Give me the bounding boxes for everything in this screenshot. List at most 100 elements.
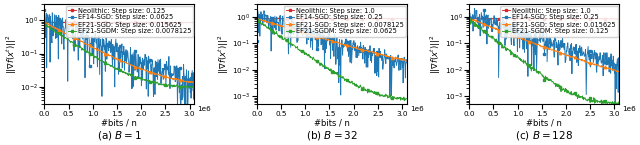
EF21-SGD: Step size: 0.0078125: (1.55e+04, 0.897): Step size: 0.0078125: (1.55e+04, 0.897) (253, 17, 261, 19)
EF21-SGDM: Step size: 0.125: (2.26e+06, 0.00114): Step size: 0.125: (2.26e+06, 0.00114) (575, 94, 582, 96)
EF14-SGD: Step size: 0.0625: (2.24e+06, 0.0442): Step size: 0.0625: (2.24e+06, 0.0442) (149, 65, 157, 66)
Neolithic: Step size: 1.0: (2.26e+06, 0.842): Step size: 1.0: (2.26e+06, 0.842) (575, 18, 582, 20)
Legend: Neolithic: Step size: 0.125, EF14-SGD: Step size: 0.0625, EF21-SGD: Step size: 0: Neolithic: Step size: 0.125, EF14-SGD: S… (66, 6, 193, 37)
Line: EF21-SGDM: Step size: 0.0625: EF21-SGDM: Step size: 0.0625 (255, 18, 408, 102)
EF14-SGD: Step size: 0.25: (3.1e+06, 0.0128): Step size: 0.25: (3.1e+06, 0.0128) (616, 66, 623, 68)
Neolithic: Step size: 0.125: (0, 0.834): Step size: 0.125: (0, 0.834) (40, 22, 48, 24)
Legend: Neolithic: Step size: 1.0, EF14-SGD: Step size: 0.25, EF21-SGD: Step size: 0.015: Neolithic: Step size: 1.0, EF14-SGD: Ste… (500, 6, 618, 37)
EF21-SGD: Step size: 0.015625: (2.25e+06, 0.0253): Step size: 0.015625: (2.25e+06, 0.0253) (574, 58, 582, 60)
EF14-SGD: Step size: 0.25: (1.02e+06, 0.167): Step size: 0.25: (1.02e+06, 0.167) (515, 37, 522, 38)
EF14-SGD: Step size: 0.25: (2.26e+06, 0.0127): Step size: 0.25: (2.26e+06, 0.0127) (362, 66, 370, 68)
EF21-SGD: Step size: 0.015625: (2.24e+06, 0.0268): Step size: 0.015625: (2.24e+06, 0.0268) (149, 72, 157, 74)
Text: 1e6: 1e6 (410, 106, 424, 112)
Text: 1e6: 1e6 (197, 106, 211, 112)
X-axis label: #bits / n: #bits / n (102, 118, 138, 127)
EF14-SGD: Step size: 0.25: (1.48e+05, 1.71): Step size: 0.25: (1.48e+05, 1.71) (260, 10, 268, 11)
Neolithic: Step size: 1.0: (1.24e+06, 0.859): Step size: 1.0: (1.24e+06, 0.859) (525, 18, 533, 19)
EF21-SGDM: Step size: 0.0625: (3.81e+05, 0.25): Step size: 0.0625: (3.81e+05, 0.25) (271, 32, 279, 34)
EF21-SGDM: Step size: 0.0078125: (1.01e+06, 0.0891): Step size: 0.0078125: (1.01e+06, 0.0891) (90, 54, 97, 56)
EF21-SGDM: Step size: 0.0078125: (2.24e+06, 0.0133): Step size: 0.0078125: (2.24e+06, 0.0133) (149, 82, 157, 84)
EF21-SGDM: Step size: 0.0078125: (2.95e+06, 0.0085): Step size: 0.0078125: (2.95e+06, 0.0085) (184, 88, 191, 90)
Line: EF14-SGD: Step size: 0.25: EF14-SGD: Step size: 0.25 (468, 7, 621, 104)
EF14-SGD: Step size: 0.25: (2.75e+06, 0.000921): Step size: 0.25: (2.75e+06, 0.000921) (386, 96, 394, 98)
EF14-SGD: Step size: 0.25: (3.81e+05, 1.05): Step size: 0.25: (3.81e+05, 1.05) (484, 15, 492, 17)
EF21-SGDM: Step size: 0.125: (3.88e+04, 0.818): Step size: 0.125: (3.88e+04, 0.818) (467, 18, 475, 20)
Title: (a) $B = 1$: (a) $B = 1$ (97, 129, 142, 142)
EF14-SGD: Step size: 0.0625: (1.01e+06, 0.284): Step size: 0.0625: (1.01e+06, 0.284) (90, 38, 97, 39)
EF21-SGDM: Step size: 0.125: (0, 0.765): Step size: 0.125: (0, 0.765) (465, 19, 473, 21)
X-axis label: #bits / n: #bits / n (314, 118, 350, 127)
Line: Neolithic: Step size: 1.0: Neolithic: Step size: 1.0 (468, 17, 621, 20)
EF21-SGD: Step size: 0.0078125: (1.02e+06, 0.241): Step size: 0.0078125: (1.02e+06, 0.241) (302, 32, 310, 34)
EF14-SGD: Step size: 0.0625: (2.25e+06, 0.0052): Step size: 0.0625: (2.25e+06, 0.0052) (150, 96, 157, 97)
Neolithic: Step size: 0.125: (1.23e+06, 0.871): Step size: 0.125: (1.23e+06, 0.871) (100, 21, 108, 23)
EF21-SGD: Step size: 0.0078125: (1.96e+06, 0.0738): Step size: 0.0078125: (1.96e+06, 0.0738) (348, 46, 355, 48)
EF21-SGDM: Step size: 0.125: (1.96e+06, 0.00191): Step size: 0.125: (1.96e+06, 0.00191) (560, 88, 568, 90)
EF14-SGD: Step size: 0.0625: (3.1e+06, 0.0174): Step size: 0.0625: (3.1e+06, 0.0174) (191, 78, 198, 80)
EF21-SGDM: Step size: 0.0078125: (0, 0.801): Step size: 0.0078125: (0, 0.801) (40, 22, 48, 24)
EF21-SGDM: Step size: 0.0625: (3.05e+06, 0.000688): Step size: 0.0625: (3.05e+06, 0.000688) (401, 100, 408, 102)
EF14-SGD: Step size: 0.25: (1.96e+06, 0.0179): Step size: 0.25: (1.96e+06, 0.0179) (348, 62, 355, 64)
EF21-SGD: Step size: 0.0078125: (1.24e+06, 0.185): Step size: 0.0078125: (1.24e+06, 0.185) (313, 35, 321, 37)
Neolithic: Step size: 0.125: (3.73e+05, 0.865): Step size: 0.125: (3.73e+05, 0.865) (59, 21, 67, 23)
Line: EF21-SGD: Step size: 0.015625: EF21-SGD: Step size: 0.015625 (468, 17, 621, 73)
Neolithic: Step size: 1.0: (4.43e+05, 0.893): Step size: 1.0: (4.43e+05, 0.893) (275, 17, 282, 19)
Legend: Neolithic: Step size: 1.0, EF14-SGD: Step size: 0.25, EF21-SGD: Step size: 0.007: Neolithic: Step size: 1.0, EF14-SGD: Ste… (284, 6, 406, 37)
EF21-SGDM: Step size: 0.0078125: (1.23e+06, 0.0565): Step size: 0.0078125: (1.23e+06, 0.0565) (100, 61, 108, 63)
EF21-SGD: Step size: 0.015625: (3.1e+06, 0.0129): Step size: 0.015625: (3.1e+06, 0.0129) (191, 82, 198, 84)
EF21-SGDM: Step size: 0.0625: (1.02e+06, 0.0432): Step size: 0.0625: (1.02e+06, 0.0432) (302, 52, 310, 54)
EF21-SGDM: Step size: 0.125: (3.81e+05, 0.205): Step size: 0.125: (3.81e+05, 0.205) (484, 34, 492, 36)
X-axis label: #bits / n: #bits / n (526, 118, 562, 127)
EF14-SGD: Step size: 0.25: (3.81e+05, 0.74): Step size: 0.25: (3.81e+05, 0.74) (271, 19, 279, 21)
Title: (b) $B = 32$: (b) $B = 32$ (306, 129, 358, 142)
Neolithic: Step size: 0.125: (2.01e+06, 0.894): Step size: 0.125: (2.01e+06, 0.894) (138, 21, 146, 23)
Neolithic: Step size: 1.0: (1.03e+06, 0.845): Step size: 1.0: (1.03e+06, 0.845) (303, 18, 310, 20)
Y-axis label: $||\nabla f(x^t)||^2$: $||\nabla f(x^t)||^2$ (4, 35, 19, 74)
EF21-SGD: Step size: 0.0078125: (3.81e+05, 0.508): Step size: 0.0078125: (3.81e+05, 0.508) (271, 24, 279, 26)
Neolithic: Step size: 1.0: (3.1e+06, 0.85): Step size: 1.0: (3.1e+06, 0.85) (403, 18, 411, 20)
EF21-SGDM: Step size: 0.125: (3.1e+06, 0.000533): Step size: 0.125: (3.1e+06, 0.000533) (616, 103, 623, 105)
EF21-SGDM: Step size: 0.125: (1.24e+06, 0.016): Step size: 0.125: (1.24e+06, 0.016) (525, 64, 533, 65)
EF21-SGDM: Step size: 0.0625: (1.24e+06, 0.0209): Step size: 0.0625: (1.24e+06, 0.0209) (313, 60, 321, 62)
Line: Neolithic: Step size: 1.0: Neolithic: Step size: 1.0 (255, 17, 408, 21)
EF21-SGD: Step size: 0.015625: (3.73e+05, 0.439): Step size: 0.015625: (3.73e+05, 0.439) (59, 31, 67, 33)
EF21-SGD: Step size: 0.015625: (7.77e+03, 0.879): Step size: 0.015625: (7.77e+03, 0.879) (466, 17, 474, 19)
EF21-SGD: Step size: 0.0078125: (3.08e+06, 0.0212): Step size: 0.0078125: (3.08e+06, 0.0212) (403, 60, 410, 62)
EF21-SGDM: Step size: 0.0625: (2.26e+06, 0.00167): Step size: 0.0625: (2.26e+06, 0.00167) (362, 90, 370, 91)
EF14-SGD: Step size: 0.25: (1.02e+06, 0.336): Step size: 0.25: (1.02e+06, 0.336) (302, 29, 310, 30)
EF14-SGD: Step size: 0.0625: (3.73e+05, 1.16): Step size: 0.0625: (3.73e+05, 1.16) (59, 17, 67, 19)
Line: EF21-SGD: Step size: 0.015625: EF21-SGD: Step size: 0.015625 (43, 21, 196, 85)
EF21-SGD: Step size: 0.0078125: (2.26e+06, 0.0572): Step size: 0.0078125: (2.26e+06, 0.0572) (362, 49, 370, 51)
EF14-SGD: Step size: 0.25: (0, 0.9): Step size: 0.25: (0, 0.9) (465, 17, 473, 19)
EF21-SGDM: Step size: 0.0078125: (3.73e+05, 0.323): Step size: 0.0078125: (3.73e+05, 0.323) (59, 36, 67, 37)
EF14-SGD: Step size: 0.25: (1.24e+06, 0.24): Step size: 0.25: (1.24e+06, 0.24) (313, 32, 321, 34)
Line: EF14-SGD: Step size: 0.0625: EF14-SGD: Step size: 0.0625 (43, 8, 196, 112)
EF21-SGD: Step size: 0.015625: (1.02e+06, 0.158): Step size: 0.015625: (1.02e+06, 0.158) (515, 37, 522, 39)
Neolithic: Step size: 0.125: (1.96e+06, 0.84): Step size: 0.125: (1.96e+06, 0.84) (135, 22, 143, 23)
EF21-SGD: Step size: 0.0078125: (2.25e+06, 0.0537): Step size: 0.0078125: (2.25e+06, 0.0537) (362, 50, 369, 51)
Neolithic: Step size: 1.0: (0, 0.842): Step size: 1.0: (0, 0.842) (253, 18, 260, 20)
Neolithic: Step size: 1.0: (2.25e+06, 0.866): Step size: 1.0: (2.25e+06, 0.866) (362, 18, 370, 19)
EF21-SGDM: Step size: 0.125: (2.97e+06, 0.00046): Step size: 0.125: (2.97e+06, 0.00046) (609, 105, 617, 106)
EF21-SGD: Step size: 0.015625: (1.23e+06, 0.104): Step size: 0.015625: (1.23e+06, 0.104) (100, 52, 108, 54)
Neolithic: Step size: 1.0: (2.95e+05, 0.793): Step size: 1.0: (2.95e+05, 0.793) (268, 19, 275, 20)
EF21-SGD: Step size: 0.015625: (2.25e+06, 0.0262): Step size: 0.015625: (2.25e+06, 0.0262) (150, 72, 157, 74)
EF21-SGDM: Step size: 0.0078125: (2.25e+06, 0.0136): Step size: 0.0078125: (2.25e+06, 0.0136) (150, 82, 157, 83)
Title: (c) $B = 128$: (c) $B = 128$ (515, 129, 573, 142)
EF21-SGD: Step size: 0.015625: (3.81e+05, 0.469): Step size: 0.015625: (3.81e+05, 0.469) (484, 25, 492, 26)
Line: Neolithic: Step size: 0.125: Neolithic: Step size: 0.125 (43, 20, 196, 25)
EF14-SGD: Step size: 0.25: (3.1e+06, 0.0182): Step size: 0.25: (3.1e+06, 0.0182) (403, 62, 411, 64)
EF21-SGD: Step size: 0.0078125: (3.1e+06, 0.022): Step size: 0.0078125: (3.1e+06, 0.022) (403, 60, 411, 62)
Neolithic: Step size: 1.0: (1.96e+06, 0.839): Step size: 1.0: (1.96e+06, 0.839) (560, 18, 568, 20)
EF21-SGDM: Step size: 0.0625: (0, 0.673): Step size: 0.0625: (0, 0.673) (253, 21, 260, 22)
Neolithic: Step size: 1.0: (1.01e+06, 0.86): Step size: 1.0: (1.01e+06, 0.86) (515, 18, 522, 19)
Neolithic: Step size: 1.0: (2.94e+06, 0.812): Step size: 1.0: (2.94e+06, 0.812) (607, 18, 615, 20)
Neolithic: Step size: 1.0: (1.97e+06, 0.844): Step size: 1.0: (1.97e+06, 0.844) (348, 18, 356, 20)
Y-axis label: $||\nabla f(x^t)||^2$: $||\nabla f(x^t)||^2$ (216, 35, 231, 74)
Y-axis label: $||\nabla f(x^t)||^2$: $||\nabla f(x^t)||^2$ (429, 35, 444, 74)
EF14-SGD: Step size: 0.0625: (1.23e+06, 0.257): Step size: 0.0625: (1.23e+06, 0.257) (100, 39, 108, 41)
Neolithic: Step size: 1.0: (3.81e+05, 0.841): Step size: 1.0: (3.81e+05, 0.841) (271, 18, 279, 20)
Neolithic: Step size: 0.125: (2.27e+06, 0.864): Step size: 0.125: (2.27e+06, 0.864) (150, 21, 158, 23)
EF21-SGD: Step size: 0.015625: (1.24e+06, 0.123): Step size: 0.015625: (1.24e+06, 0.123) (525, 40, 533, 42)
EF14-SGD: Step size: 0.0625: (0, 2.05): Step size: 0.0625: (0, 2.05) (40, 9, 48, 11)
